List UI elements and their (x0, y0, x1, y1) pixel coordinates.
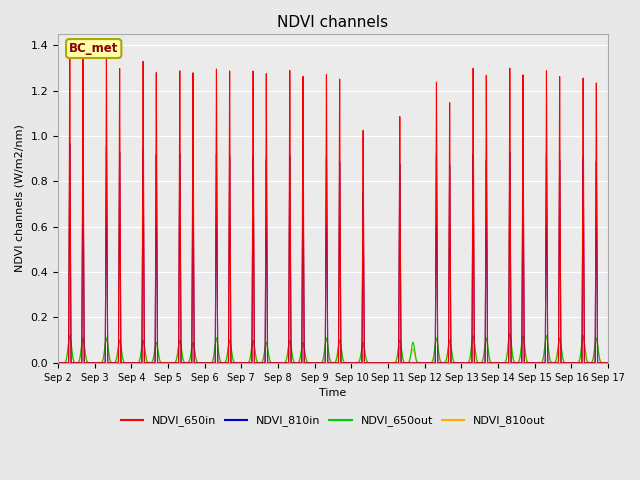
Text: BC_met: BC_met (69, 42, 118, 55)
Y-axis label: NDVI channels (W/m2/nm): NDVI channels (W/m2/nm) (15, 124, 25, 272)
X-axis label: Time: Time (319, 388, 347, 398)
Title: NDVI channels: NDVI channels (278, 15, 388, 30)
Legend: NDVI_650in, NDVI_810in, NDVI_650out, NDVI_810out: NDVI_650in, NDVI_810in, NDVI_650out, NDV… (116, 411, 550, 431)
